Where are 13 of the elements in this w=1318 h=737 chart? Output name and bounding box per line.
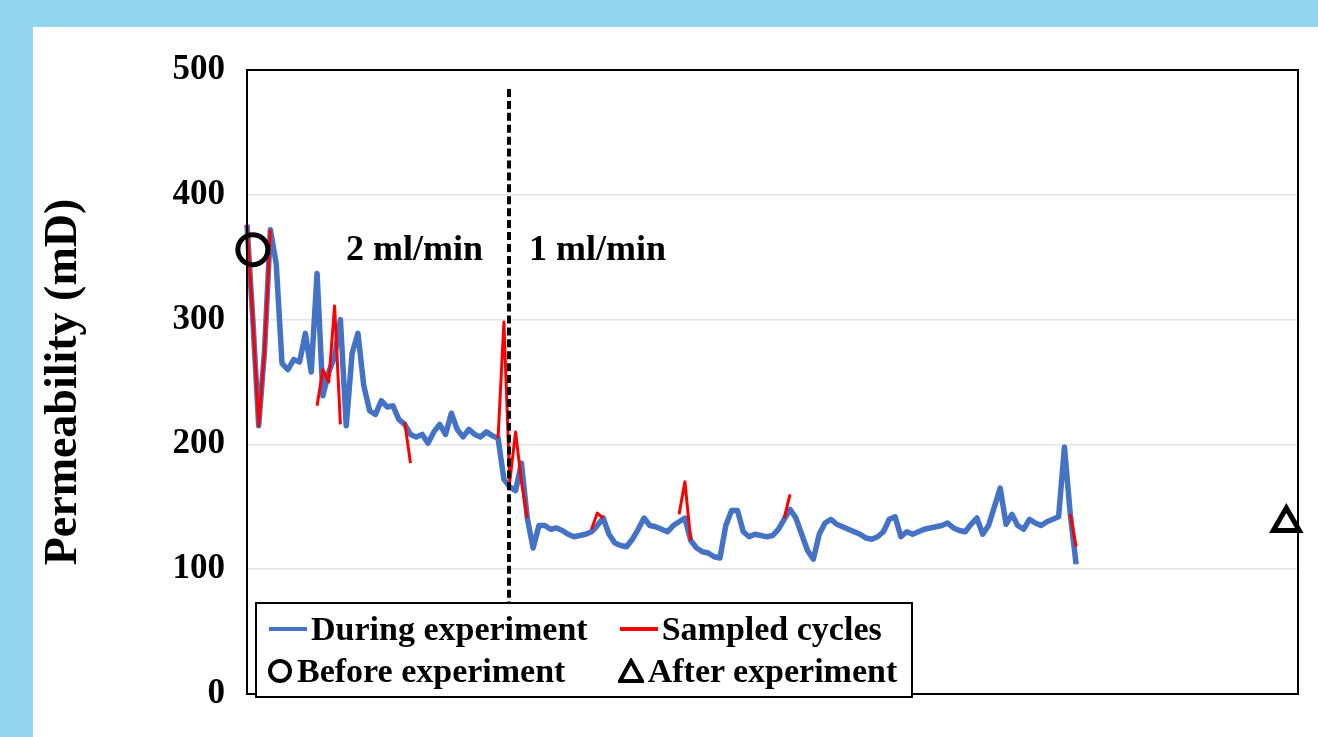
annotation: 2 ml/min	[345, 227, 483, 269]
y-tick-label: 500	[172, 48, 225, 88]
legend-label: Sampled cycles	[661, 610, 882, 648]
y-tick-label: 400	[172, 172, 225, 212]
y-tick-label: 200	[172, 422, 225, 462]
y-tick-label: 0	[207, 672, 225, 712]
legend-label: After experiment	[647, 652, 898, 690]
legend-label: During experiment	[311, 610, 588, 648]
annotation: 1 ml/min	[529, 227, 667, 269]
y-tick-label: 300	[172, 297, 225, 337]
legend-label: Before experiment	[297, 652, 566, 690]
y-tick-label: 100	[172, 547, 225, 587]
y-axis-title: Permeability (mD)	[35, 198, 87, 566]
